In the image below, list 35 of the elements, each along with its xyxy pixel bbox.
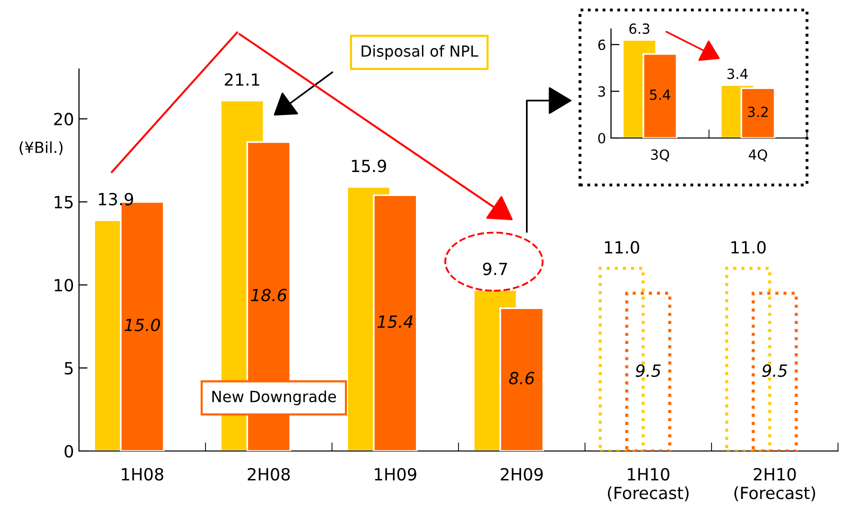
series-label: New Downgrade: [212, 390, 336, 406]
x-tick-label: 1H09: [374, 468, 416, 481]
x-tick-label: 2H09: [500, 468, 543, 481]
y-tick-label: 3: [598, 86, 606, 97]
y-tick-label: 0: [598, 132, 606, 144]
data-label: 13.9: [98, 192, 134, 206]
y-tick-label: 5: [64, 362, 73, 375]
data-label: 15.0: [124, 318, 160, 332]
text: Disposal of NPL: [362, 45, 478, 60]
data-label: 11.0: [731, 241, 766, 254]
data-label: 15.9: [352, 160, 386, 172]
x-tick-label: 4Q: [748, 149, 768, 162]
x-tick-label: 1H10 (Forecast): [608, 468, 689, 502]
data-label: 5.4: [650, 90, 670, 100]
y-tick-label: 6: [598, 40, 606, 50]
y-tick-label: 10: [54, 278, 74, 292]
data-label: 3.4: [727, 68, 748, 80]
data-label: 6.3: [629, 23, 650, 34]
x-tick-label: 1H08: [122, 468, 164, 481]
x-tick-label: 2H10 (Forecast): [734, 468, 816, 502]
y-axis-title: (¥Bil.): [20, 141, 63, 155]
data-label: 9.5: [762, 364, 788, 377]
data-label: 15.4: [378, 316, 413, 328]
data-label: 9.7: [482, 262, 508, 276]
data-label: 11.0: [604, 241, 640, 254]
data-label: 21.1: [224, 73, 260, 86]
data-label: 18.6: [251, 288, 287, 302]
y-tick-label: 0: [64, 444, 74, 458]
x-tick-label: 2H08: [248, 468, 290, 481]
x-tick-label: 3Q: [651, 149, 670, 162]
data-label: 3.2: [748, 106, 768, 118]
y-tick-label: 20: [54, 112, 74, 126]
y-tick-label: 15: [54, 196, 73, 208]
data-label: 9.5: [636, 364, 661, 377]
data-label: 8.6: [509, 372, 534, 384]
